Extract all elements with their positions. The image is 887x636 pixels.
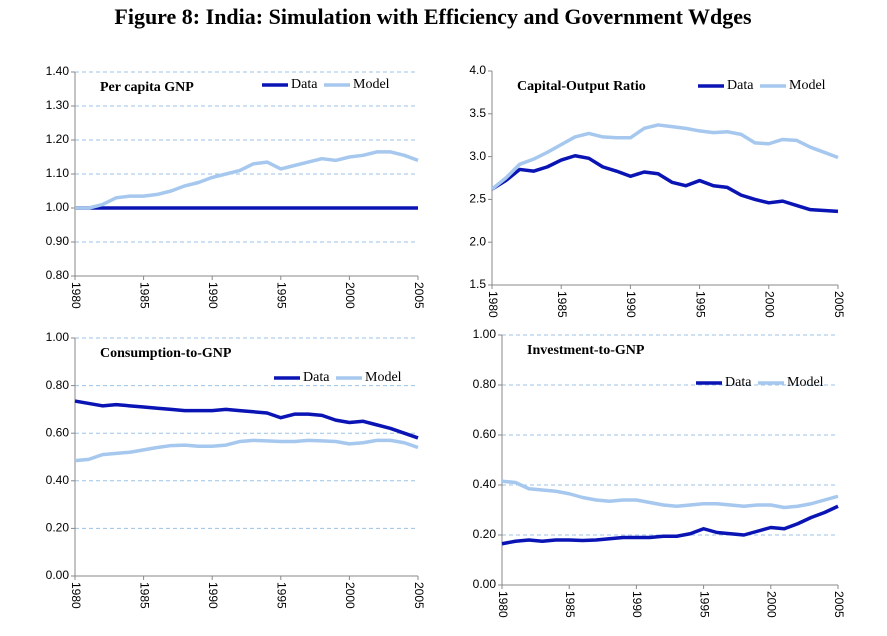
x-tick-label: 1985	[563, 591, 577, 618]
series-line	[74, 438, 419, 463]
y-tick-label: 0.60	[46, 425, 70, 439]
y-tick-label: 0.60	[473, 427, 497, 441]
x-tick-label: 2005	[412, 582, 426, 609]
y-tick-label: 1.00	[473, 327, 497, 341]
y-tick-label: 0.00	[473, 577, 497, 591]
x-tick-label: 2005	[832, 591, 846, 618]
y-tick-label: 1.00	[46, 200, 70, 214]
series-line	[74, 399, 419, 440]
series-line	[490, 123, 839, 191]
x-tick-label: 1980	[69, 282, 83, 309]
series-line	[75, 150, 419, 210]
y-tick-label: 0.40	[473, 477, 497, 491]
legend-label: Model	[789, 78, 826, 93]
series-line	[501, 504, 839, 546]
x-tick-label: 2000	[343, 582, 357, 609]
y-tick-label: 2.5	[469, 192, 486, 206]
x-tick-label: 1990	[624, 291, 638, 318]
y-tick-label: 4.0	[469, 63, 486, 77]
x-tick-label: 1985	[137, 582, 151, 609]
x-tick-label: 1985	[137, 282, 151, 309]
y-tick-label: 0.80	[46, 378, 70, 392]
y-tick-label: 0.20	[46, 521, 70, 535]
x-tick-label: 1995	[275, 282, 289, 309]
x-tick-label: 1980	[69, 582, 83, 609]
y-tick-label: 0.40	[46, 473, 70, 487]
y-tick-label: 0.80	[473, 377, 497, 391]
chart-title: Capital-Output Ratio	[517, 79, 646, 94]
y-tick-label: 1.30	[46, 98, 70, 112]
x-tick-label: 1980	[486, 291, 500, 318]
x-tick-label: 2000	[343, 282, 357, 309]
y-tick-label: 0.80	[46, 268, 70, 282]
x-tick-label: 1990	[206, 582, 220, 609]
x-tick-label: 2000	[765, 591, 779, 618]
series-line	[501, 479, 839, 510]
legend-label: Model	[365, 370, 402, 385]
x-tick-label: 1990	[206, 282, 220, 309]
x-tick-label: 1985	[555, 291, 569, 318]
y-tick-label: 1.00	[46, 330, 70, 344]
chart-title: Per capita GNP	[100, 80, 194, 95]
series-line	[491, 153, 839, 214]
x-tick-label: 1990	[630, 591, 644, 618]
x-tick-label: 2005	[412, 282, 426, 309]
y-tick-label: 1.40	[46, 64, 70, 78]
x-tick-label: 1995	[697, 591, 711, 618]
legend-label: Model	[353, 77, 390, 92]
y-tick-label: 0.90	[46, 234, 70, 248]
y-tick-label: 0.20	[473, 527, 497, 541]
y-tick-label: 0.00	[46, 568, 70, 582]
y-tick-label: 1.20	[46, 132, 70, 146]
y-tick-label: 2.0	[469, 234, 486, 248]
y-tick-label: 3.5	[469, 106, 486, 120]
y-tick-label: 3.0	[469, 149, 486, 163]
x-tick-label: 1995	[275, 582, 289, 609]
x-tick-label: 2005	[832, 291, 846, 318]
legend-label: Model	[787, 375, 824, 390]
legend-label: Data	[303, 370, 330, 385]
legend-label: Data	[291, 77, 318, 92]
legend-label: Data	[725, 375, 752, 390]
figure-title: Figure 8: India: Simulation with Efficie…	[114, 4, 752, 29]
x-tick-label: 1995	[693, 291, 707, 318]
y-tick-label: 1.10	[46, 166, 70, 180]
x-tick-label: 2000	[763, 291, 777, 318]
chart-title: Investment-to-GNP	[527, 343, 645, 358]
y-tick-label: 1.5	[469, 277, 486, 291]
legend-label: Data	[727, 78, 754, 93]
chart-title: Consumption-to-GNP	[100, 346, 232, 361]
x-tick-label: 1980	[496, 591, 510, 618]
